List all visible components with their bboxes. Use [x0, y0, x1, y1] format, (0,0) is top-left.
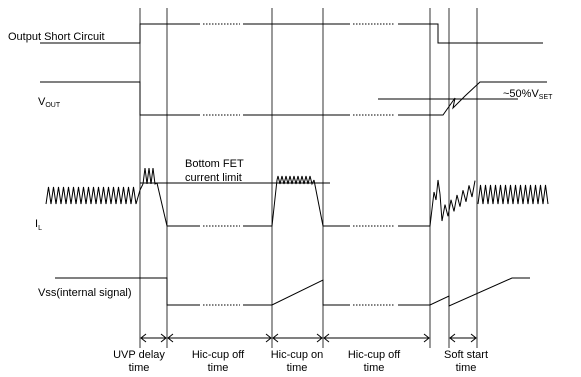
segment-label-hiccup-off-1a: Hic-cup off [192, 349, 245, 361]
vss-trace-b [243, 279, 350, 306]
segment-label-softstart-b: time [456, 362, 477, 374]
il-ripple-left [45, 183, 144, 205]
label-vout-main: V [38, 96, 46, 108]
segment-label-hiccup-off-2b: time [364, 362, 385, 374]
label-pct-main: ~50%V [503, 88, 539, 100]
arrow-hiccup-off-2 [323, 333, 430, 343]
waveform-vss [55, 277, 530, 307]
il-fall-1 [156, 182, 200, 227]
short-trace-a [40, 23, 200, 44]
il-trace-c [398, 179, 441, 227]
short-trace-c [398, 23, 543, 44]
segment-label-softstart-a: Soft start [444, 349, 488, 361]
vss-trace-c [398, 277, 530, 307]
label-current-limit: current limit [185, 172, 242, 184]
il-ripple-top-1 [142, 167, 158, 185]
waveform-vout [40, 81, 547, 116]
vout-trace-a [40, 81, 200, 116]
label-vout-sub: OUT [45, 102, 61, 109]
arrow-hiccup-on [272, 333, 323, 343]
arrow-uvp-delay [140, 333, 167, 343]
label-il-main: I [35, 218, 38, 230]
il-fall-2 [313, 179, 350, 227]
segment-arrows [140, 333, 477, 343]
vss-trace-a [55, 277, 200, 306]
timing-dividers [139, 8, 478, 348]
segment-label-hiccup-off-1b: time [208, 362, 229, 374]
segment-label-hiccup-on-b: time [287, 362, 308, 374]
il-ripple-right [477, 184, 549, 205]
label-il: IL [35, 218, 42, 232]
il-ripple-top-2 [276, 175, 315, 186]
waveform-short-circuit [40, 23, 543, 44]
label-bottom-fet: Bottom FET [185, 158, 244, 170]
segment-label-uvp-1: UVP delay [113, 349, 165, 361]
vout-trace-c [398, 81, 547, 116]
il-trace-b [243, 179, 278, 227]
segment-label-hiccup-off-2a: Hic-cup off [348, 349, 401, 361]
il-softstart-ripple [439, 180, 476, 222]
arrow-soft-start [449, 333, 477, 343]
segment-label-uvp-2: time [129, 362, 150, 374]
label-vss: Vss(internal signal) [38, 287, 132, 299]
label-vout: VOUT [38, 96, 61, 109]
label-pct-set: ~50%VSET [503, 88, 553, 101]
label-pct-sub: SET [539, 94, 553, 101]
label-il-sub: L [38, 225, 42, 232]
segment-label-hiccup-on-a: Hic-cup on [271, 349, 324, 361]
arrow-hiccup-off-1 [167, 333, 272, 343]
waveform-il [45, 167, 549, 227]
label-output-short-circuit: Output Short Circuit [8, 31, 105, 43]
